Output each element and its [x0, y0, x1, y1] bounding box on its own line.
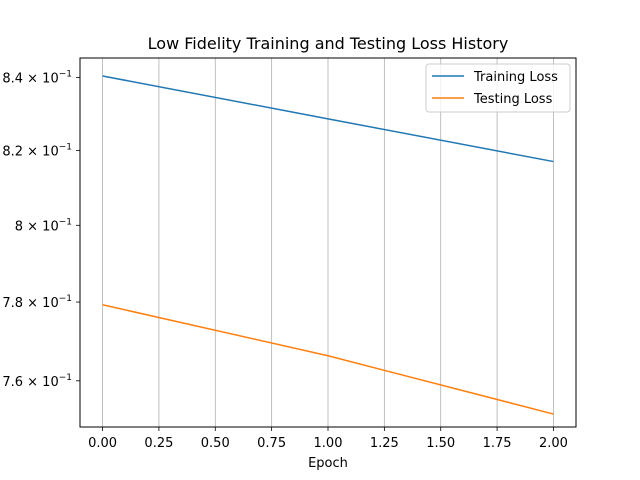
y-axis-ticks: 7.6 × 10−17.8 × 10−18 × 10−18.2 × 10−18.…	[2, 69, 80, 390]
series-line-training	[102, 75, 554, 163]
x-axis-ticks: 0.00 0.25 0.50 0.75 1.00 1.25 1.50 1.75 2.00	[88, 427, 568, 451]
y-tick-exponent: −1	[59, 294, 72, 304]
x-tick-label: 0.00	[88, 436, 117, 451]
y-tick-base: 10	[42, 144, 59, 159]
y-tick-base: 10	[42, 375, 59, 390]
y-tick-times: ×	[23, 144, 42, 159]
series-lines	[102, 75, 554, 415]
y-tick-mantissa: 8	[15, 219, 23, 234]
legend: Training Loss Testing Loss	[425, 63, 571, 113]
legend-label: Training Loss	[473, 70, 558, 85]
series-line-testing	[102, 304, 554, 415]
y-tick-times: ×	[23, 375, 42, 390]
x-tick-label: 0.75	[257, 436, 286, 451]
y-tick-base: 10	[42, 71, 59, 86]
y-tick-label: 8.4 × 10−1	[2, 69, 72, 86]
y-tick-label: 8.2 × 10−1	[2, 142, 72, 159]
y-tick-exponent: −1	[59, 373, 72, 383]
x-tick-label: 1.00	[314, 436, 343, 451]
y-tick-mantissa: 7.8	[2, 296, 23, 311]
x-tick-label: 2.00	[539, 436, 568, 451]
x-axis-label: Epoch	[308, 456, 348, 471]
y-tick-exponent: −1	[59, 69, 72, 79]
x-tick-label: 1.50	[426, 436, 455, 451]
legend-label: Testing Loss	[473, 92, 553, 107]
y-tick-base: 10	[42, 296, 59, 311]
y-tick-mantissa: 8.2	[2, 144, 23, 159]
y-tick-exponent: −1	[59, 142, 72, 152]
y-tick-mantissa: 7.6	[2, 375, 23, 390]
chart-title: Low Fidelity Training and Testing Loss H…	[148, 34, 509, 53]
y-tick-times: ×	[23, 219, 42, 234]
y-tick-base: 10	[42, 219, 59, 234]
y-tick-label: 7.8 × 10−1	[2, 294, 72, 311]
y-tick-label: 8 × 10−1	[15, 217, 72, 234]
x-tick-label: 0.25	[144, 436, 173, 451]
y-tick-times: ×	[23, 71, 42, 86]
x-tick-label: 0.50	[201, 436, 230, 451]
grid-lines	[102, 58, 554, 427]
y-tick-label: 7.6 × 10−1	[2, 373, 72, 390]
y-tick-mantissa: 8.4	[2, 71, 23, 86]
x-tick-label: 1.25	[370, 436, 399, 451]
x-tick-label: 1.75	[483, 436, 512, 451]
y-tick-times: ×	[23, 296, 42, 311]
y-tick-exponent: −1	[59, 217, 72, 227]
